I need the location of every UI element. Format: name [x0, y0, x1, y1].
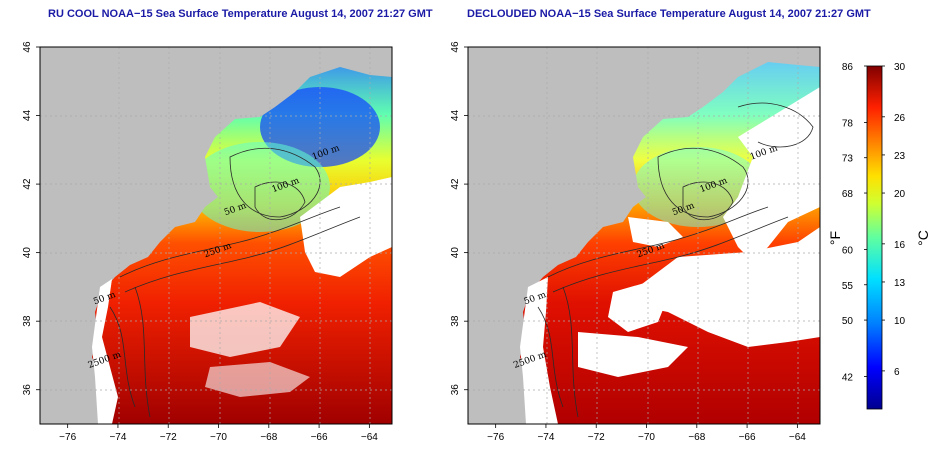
lat-tick-label: 46	[22, 41, 33, 53]
fahrenheit-tick-label: 68	[842, 189, 854, 200]
left-latitude-axis: 36 38 40 42 44 46	[22, 41, 40, 395]
lon-tick-label: −76	[487, 432, 504, 443]
lon-tick-label: −74	[537, 432, 554, 443]
no-data-east	[723, 87, 820, 262]
no-data-coast	[520, 277, 558, 424]
no-data-offshore	[638, 227, 820, 347]
no-data-central	[608, 282, 668, 332]
lat-tick-label: 42	[22, 178, 33, 190]
bathymetry-contours	[537, 102, 814, 418]
bathymetry-contours	[109, 147, 361, 418]
lat-tick-label: 44	[22, 110, 33, 122]
fahrenheit-tick-label: 86	[842, 62, 854, 73]
temperature-colorbar: 86 78 73 68 60 55 50 42 30 26 23 20 16 13 10 6 °F °C	[827, 62, 931, 410]
lat-tick-label: 46	[450, 41, 461, 53]
cloud-mask-specks	[190, 302, 300, 357]
lat-tick-label: 40	[22, 247, 33, 259]
lon-tick-label: −70	[638, 432, 655, 443]
lat-tick-label: 44	[450, 110, 461, 122]
celsius-unit-label: °C	[915, 230, 931, 246]
celsius-tick-label: 13	[894, 278, 906, 289]
fahrenheit-ticks: 86 78 73 68 60 55 50 42	[842, 62, 867, 383]
cloud-mask-east	[300, 177, 392, 277]
lat-tick-label: 38	[22, 315, 33, 327]
lon-tick-label: −68	[688, 432, 705, 443]
cloud-mask-coastal	[92, 279, 118, 424]
right-panel-title: DECLOUDED NOAA−15 Sea Surface Temperatur…	[467, 8, 871, 20]
graticule	[40, 47, 392, 424]
celsius-tick-label: 16	[894, 240, 906, 251]
celsius-tick-label: 10	[894, 316, 906, 327]
cloud-mask-specks-2	[205, 362, 310, 397]
fahrenheit-tick-label: 55	[842, 281, 854, 292]
no-data-south	[578, 332, 688, 377]
cool-water-patch	[190, 142, 330, 232]
no-data-gulf	[628, 217, 683, 247]
lon-tick-label: −70	[210, 432, 227, 443]
lon-tick-label: −76	[59, 432, 76, 443]
lon-tick-label: −74	[109, 432, 126, 443]
lon-tick-label: −72	[160, 432, 177, 443]
celsius-tick-label: 26	[894, 113, 906, 124]
lon-tick-label: −64	[361, 432, 378, 443]
lon-tick-label: −72	[588, 432, 605, 443]
fahrenheit-unit-label: °F	[827, 231, 843, 245]
land-mass	[40, 47, 392, 424]
right-map-frame	[467, 46, 821, 425]
lon-tick-label: −66	[739, 432, 756, 443]
right-longitude-axis: −76 −74 −72 −70 −68 −66 −64	[487, 424, 806, 443]
lat-tick-label: 38	[450, 315, 461, 327]
land-mass	[468, 47, 820, 424]
celsius-tick-label: 20	[894, 189, 906, 200]
colorbar-gradient	[866, 65, 883, 410]
fahrenheit-tick-label: 60	[842, 245, 854, 256]
fahrenheit-tick-label: 73	[842, 154, 854, 165]
lat-tick-label: 42	[450, 178, 461, 190]
lon-tick-label: −64	[789, 432, 806, 443]
left-map-frame	[39, 46, 393, 425]
celsius-tick-label: 23	[894, 151, 906, 162]
fahrenheit-tick-label: 50	[842, 316, 854, 327]
lat-tick-label: 36	[450, 384, 461, 396]
celsius-ticks: 30 26 23 20 16 13 10 6	[882, 62, 906, 378]
celsius-tick-label: 30	[894, 62, 906, 73]
left-panel-title: RU COOL NOAA−15 Sea Surface Temperature …	[48, 8, 433, 20]
lat-tick-label: 36	[22, 384, 33, 396]
graticule	[468, 47, 820, 424]
lon-tick-label: −68	[260, 432, 277, 443]
fahrenheit-tick-label: 42	[842, 372, 854, 383]
fahrenheit-tick-label: 78	[842, 118, 854, 129]
celsius-tick-label: 6	[894, 367, 900, 378]
left-longitude-axis: −76 −74 −72 −70 −68 −66 −64	[59, 424, 378, 443]
lat-tick-label: 40	[450, 247, 461, 259]
right-latitude-axis: 36 38 40 42 44 46	[450, 41, 468, 395]
lon-tick-label: −66	[311, 432, 328, 443]
